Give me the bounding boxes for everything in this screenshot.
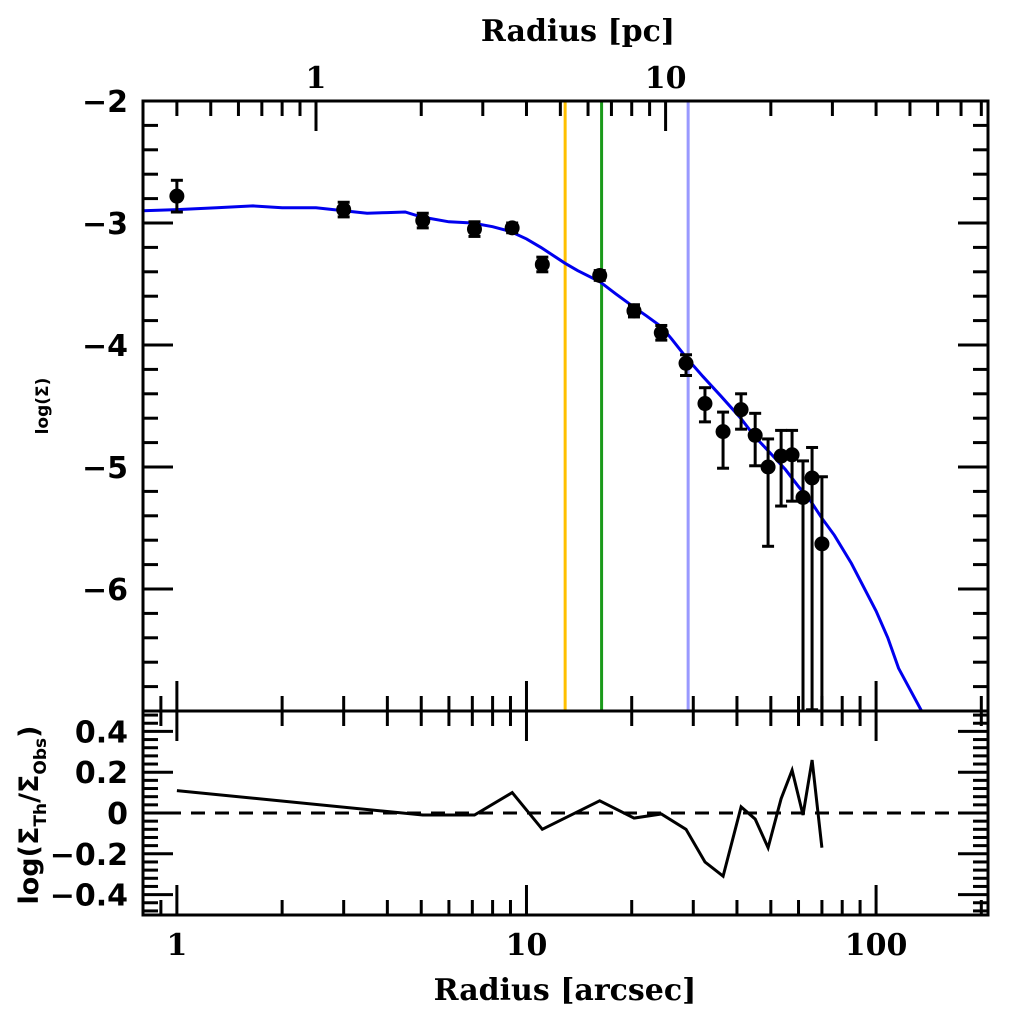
x-axis-title: Radius [arcsec]: [434, 973, 697, 1008]
y-tick-label: −2: [82, 85, 128, 120]
data-marker: [795, 490, 811, 505]
data-marker: [415, 213, 431, 229]
data-point: [653, 323, 669, 342]
residual-ylabel-sub1: Th: [31, 803, 51, 827]
data-marker: [773, 448, 789, 464]
data-marker: [466, 221, 482, 237]
data-marker: [733, 402, 749, 418]
x-tick-label: 1: [166, 928, 187, 963]
data-marker: [626, 303, 642, 319]
residual-curve: [176, 759, 824, 879]
data-marker: [715, 424, 731, 440]
data-points-layer: [169, 178, 830, 711]
residual-ylabel-suffix: ): [14, 725, 45, 737]
data-point: [415, 211, 431, 230]
data-point: [169, 178, 185, 214]
x-tick-label: 10: [506, 928, 548, 963]
y-tick-label: −3: [82, 207, 128, 242]
data-marker: [336, 202, 352, 218]
top-x-tick-label: 1: [306, 61, 327, 96]
data-point: [715, 410, 731, 470]
ticks-layer: [141, 101, 988, 915]
tick-labels-layer: 1 10 100 1 10 −2 −3 −4 −5 −6 0.4 0.2 0 −0.2 −0.4: [50, 61, 908, 963]
residual-y-tick-label: 0.4: [75, 715, 128, 750]
residual-y-tick-label: 0: [107, 797, 128, 832]
residual-y-tick-label: 0.2: [75, 756, 128, 791]
data-point: [336, 200, 352, 219]
main-y-axis-title: log(Σ): [33, 378, 53, 435]
data-point: [814, 475, 830, 711]
data-marker: [504, 220, 520, 236]
data-marker: [784, 447, 800, 463]
y-tick-label: −5: [82, 451, 128, 486]
data-point: [534, 255, 550, 274]
data-marker: [678, 355, 694, 371]
residual-layer: [143, 759, 988, 879]
data-point: [592, 267, 608, 283]
residual-y-axis-title: log(ΣTh/ΣObs): [14, 725, 51, 904]
data-marker: [747, 427, 763, 443]
top-x-axis-title: Radius [pc]: [481, 14, 675, 49]
data-point: [678, 353, 694, 377]
residual-panel-frame: [141, 709, 990, 917]
data-point: [760, 437, 776, 548]
y-tick-label: −4: [82, 329, 128, 364]
data-point: [747, 411, 763, 468]
data-marker: [760, 459, 776, 475]
data-point: [697, 386, 713, 424]
residual-y-tick-label: −0.4: [50, 879, 128, 914]
data-point: [804, 445, 820, 711]
residual-y-tick-label: −0.2: [50, 838, 128, 873]
data-marker: [814, 536, 830, 552]
data-point: [784, 428, 800, 503]
data-point: [466, 220, 482, 238]
model-curve-layer: [143, 204, 923, 711]
residual-ylabel-prefix: log(Σ: [14, 827, 45, 905]
data-point: [773, 428, 789, 508]
data-point: [504, 220, 520, 236]
data-point: [795, 459, 811, 711]
data-marker: [653, 325, 669, 341]
data-marker: [534, 256, 550, 272]
data-point: [626, 303, 642, 319]
residual-ylabel-mid: /Σ: [14, 775, 45, 803]
data-marker: [592, 267, 608, 283]
data-marker: [169, 188, 185, 204]
data-point: [733, 392, 749, 431]
data-marker: [804, 470, 820, 486]
y-tick-label: −6: [82, 573, 128, 608]
residual-ylabel-sub2: Obs: [31, 738, 51, 775]
data-marker: [697, 396, 713, 412]
vertical-lines: [563, 101, 690, 711]
model-curve: [143, 204, 923, 711]
x-tick-label: 100: [845, 928, 908, 963]
top-x-tick-label: 10: [645, 61, 687, 96]
